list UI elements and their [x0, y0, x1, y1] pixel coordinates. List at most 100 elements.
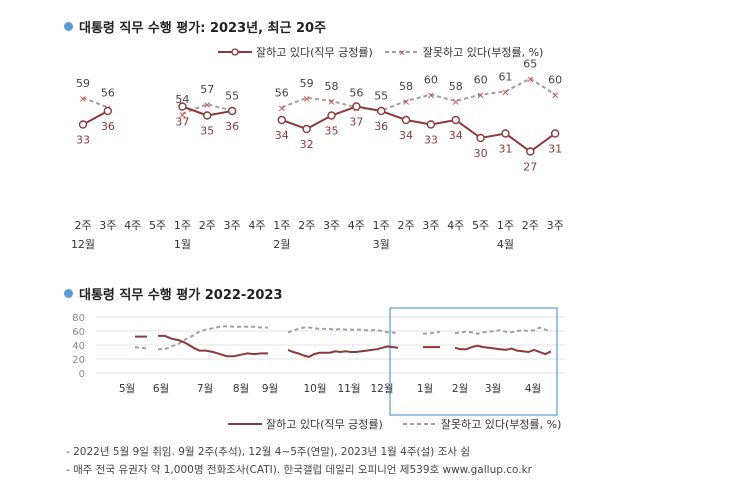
disapprove-data-label: 61: [498, 70, 512, 83]
legend-approve: 잘하고 있다(직무 긍정률): [218, 44, 373, 60]
disapprove-data-label: 55: [374, 90, 388, 103]
x-month-tick-label: 1월: [417, 383, 433, 395]
x-month-tick-label: 12월: [71, 238, 95, 251]
chart2-legend: 잘하고 있다(직무 긍정률) 잘못하고 있다(부정률, %): [228, 416, 573, 432]
approve-line-segment: [158, 334, 268, 358]
disapprove-data-label: 56: [349, 86, 363, 99]
approve-point: [550, 129, 560, 138]
approve-line-segment: [82, 110, 109, 126]
approve-point: [78, 120, 88, 129]
disapprove-data-label: 55: [225, 90, 239, 103]
disapprove-line-segment: [454, 326, 552, 335]
y-tick-label: 0: [79, 369, 85, 380]
legend2-disapprove-label: 잘못하고 있다(부정률, %): [440, 418, 562, 431]
svg-text:×: ×: [398, 49, 406, 58]
x-week-tick-label: 2주: [298, 219, 315, 232]
legend-disapprove-label: 잘못하고 있다(부정률, %): [422, 46, 544, 59]
chart1-plot: ×59×56×54×57×55×56×59×58×56×55×58×60×58×…: [71, 58, 564, 251]
chart1-title-text: 대통령 직무 수행 평가: 2023년, 최근 20주: [79, 21, 327, 36]
footnote-2: - 매주 전국 유권자 약 1,000명 전화조사(CATI). 한국갤럽 데일…: [66, 464, 532, 476]
x-month-tick-label: 8월: [233, 383, 249, 395]
disapprove-line-segment: [158, 325, 268, 351]
x-month-tick-label: 5월: [119, 383, 135, 395]
disapprove-data-label: 60: [548, 74, 562, 87]
approve-point: [178, 102, 187, 111]
x-week-tick-label: 2주: [522, 219, 539, 232]
approve-point: [277, 115, 286, 125]
approve-data-label: 34: [275, 129, 289, 142]
x-month-tick-label: 6월: [153, 383, 169, 395]
disapprove-point: ×: [402, 97, 410, 108]
x-month-tick-label: 11월: [337, 383, 360, 395]
footnotes: - 2022년 5월 9일 취임. 9월 2주(추석), 12월 4~5주(연말…: [66, 443, 532, 479]
approve-point: [426, 120, 436, 129]
approve-point: [103, 106, 113, 116]
legend-disapprove: × 잘못하고 있다(부정률, %): [384, 44, 544, 60]
legend2-approve-line-icon: [228, 423, 262, 425]
x-week-tick-label: 2주: [397, 219, 414, 232]
approve-data-label: 37: [175, 116, 189, 129]
disapprove-point: ×: [327, 97, 335, 108]
approve-point: [327, 111, 336, 120]
disapprove-data-label: 59: [300, 77, 314, 90]
y-tick-label: 80: [72, 313, 85, 324]
chart2-plot: 0 20 40 60 80 5월 6월 7월 8월 9월 10월 11월 12월 1월 2월 3월 4월: [72, 307, 565, 416]
x-week-tick-label: 3주: [422, 219, 439, 232]
x-week-tick-label: 1주: [373, 219, 390, 232]
approve-line-segment: [281, 105, 556, 153]
approve-data-label: 36: [374, 120, 388, 133]
disapprove-line-segment: [287, 326, 399, 335]
approve-point: [227, 106, 237, 116]
disapprove-point: ×: [302, 94, 310, 105]
approve-line-segment: [454, 344, 552, 356]
x-week-tick-label: 1주: [273, 219, 290, 232]
x-week-tick-label: 5주: [472, 219, 489, 232]
legend-approve-label: 잘하고 있다(직무 긍정률): [256, 46, 373, 59]
legend-disapprove-marker-icon: ×: [384, 49, 419, 58]
x-month-tick-label: 7월: [197, 383, 213, 395]
x-week-tick-label: 3주: [547, 219, 564, 232]
approve-data-label: 30: [474, 147, 488, 160]
disapprove-data-label: 60: [474, 74, 488, 87]
x-month-tick-label: 2월: [273, 238, 290, 251]
disapprove-line-segment: [182, 103, 233, 115]
legend-approve-marker-icon: [218, 48, 252, 56]
approve-point: [476, 133, 485, 143]
x-month-tick-label: 4월: [525, 383, 541, 395]
x-week-tick-label: 2주: [74, 219, 91, 232]
legend2-approve-label: 잘하고 있다(직무 긍정률): [266, 418, 383, 431]
disapprove-data-label: 57: [200, 83, 214, 96]
x-week-tick-label: 3주: [323, 219, 340, 232]
x-week-tick-label: 5주: [149, 219, 166, 232]
approve-data-label: 33: [424, 134, 438, 147]
approve-data-label: 35: [325, 125, 339, 138]
disapprove-point: ×: [501, 87, 509, 98]
x-week-tick-label: 2주: [199, 219, 216, 232]
approve-data-label: 32: [300, 138, 314, 151]
approve-data-label: 34: [449, 129, 463, 142]
footnote-1: - 2022년 5월 9일 취임. 9월 2주(추석), 12월 4~5주(연말…: [66, 446, 471, 458]
approve-point: [401, 115, 411, 125]
disapprove-data-label: 54: [175, 93, 189, 106]
approve-data-label: 31: [498, 143, 512, 156]
x-week-tick-label: 1주: [497, 219, 514, 232]
disapprove-point: ×: [476, 91, 484, 102]
approve-data-label: 27: [523, 161, 537, 174]
approve-point: [501, 129, 510, 138]
approve-point: [451, 115, 460, 125]
chart1-legend: 잘하고 있다(직무 긍정률) × 잘못하고 있다(부정률, %): [218, 44, 555, 60]
approve-point: [302, 124, 311, 134]
x-week-tick-label: 4주: [348, 219, 365, 232]
approve-point: [377, 106, 386, 116]
disapprove-point: ×: [551, 91, 559, 102]
approve-data-label: 36: [225, 120, 239, 133]
y-tick-label: 40: [72, 341, 85, 352]
disapprove-line-segment: [82, 96, 109, 109]
disapprove-data-label: 58: [399, 80, 413, 93]
disapprove-data-label: 60: [424, 74, 438, 87]
chart2-title-text: 대통령 직무 수행 평가 2022-2023: [79, 288, 283, 303]
disapprove-point: ×: [278, 103, 286, 114]
disapprove-data-label: 65: [523, 58, 537, 71]
x-month-tick-label: 3월: [373, 238, 390, 251]
legend2-approve: 잘하고 있다(직무 긍정률): [228, 416, 383, 432]
